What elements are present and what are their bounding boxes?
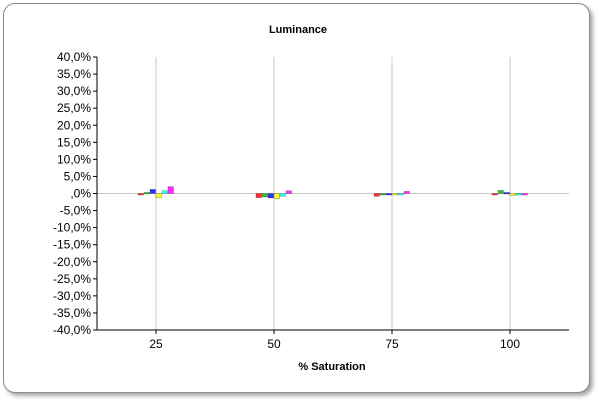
bar — [397, 193, 404, 196]
y-tick-label: -5,0% — [60, 204, 92, 218]
bar — [379, 193, 386, 196]
y-tick-label: 15,0% — [57, 135, 91, 149]
bar — [149, 189, 156, 194]
bar — [385, 193, 392, 196]
bar — [503, 192, 510, 195]
bar — [403, 191, 410, 194]
y-tick-label: -35,0% — [53, 306, 91, 320]
x-tick-label: 100 — [500, 337, 520, 351]
bar — [161, 190, 168, 194]
y-tick-label: 20,0% — [57, 118, 91, 132]
x-axis-label: % Saturation — [298, 361, 366, 373]
bar — [261, 193, 268, 198]
bar — [267, 193, 274, 199]
bar — [373, 193, 380, 197]
y-tick-label: -30,0% — [53, 289, 91, 303]
y-tick-label: 5,0% — [64, 169, 92, 183]
bar — [285, 190, 292, 194]
x-tick-label: 25 — [149, 337, 163, 351]
bar — [279, 193, 286, 197]
y-tick-label: -10,0% — [53, 221, 91, 235]
bar — [515, 193, 522, 196]
bar — [521, 193, 528, 196]
y-tick-label: 10,0% — [57, 152, 91, 166]
bar — [509, 193, 516, 196]
bars — [137, 186, 528, 199]
y-tick-label: 30,0% — [57, 84, 91, 98]
chart-title: Luminance — [269, 24, 327, 36]
y-tick-label: -40,0% — [53, 323, 91, 337]
bar — [155, 193, 162, 198]
bar — [391, 193, 398, 196]
y-tick-label: 40,0% — [57, 50, 91, 64]
bar — [137, 193, 144, 196]
bar — [497, 190, 504, 194]
x-tick-label: 75 — [385, 337, 399, 351]
y-tick-label: -20,0% — [53, 255, 91, 269]
bar — [491, 193, 498, 196]
x-tick-label: 50 — [267, 337, 281, 351]
bar — [143, 192, 150, 195]
y-tick-labels: 40,0% 35,0% 30,0% 25,0% 20,0% 15,0% 10,0% 5,0%,… — [53, 50, 97, 337]
x-tick-labels: 25 50 75 100 — [149, 330, 520, 351]
y-tick-label: -25,0% — [53, 272, 91, 286]
y-tick-label: 35,0% — [57, 67, 91, 81]
chart-frame — [3, 3, 590, 393]
y-tick-label: 25,0% — [57, 101, 91, 115]
bar — [167, 186, 174, 194]
bar — [255, 193, 262, 198]
bar — [273, 193, 280, 199]
y-tick-label: -15,0% — [53, 238, 91, 252]
y-tick-label: ,0% — [70, 187, 91, 201]
